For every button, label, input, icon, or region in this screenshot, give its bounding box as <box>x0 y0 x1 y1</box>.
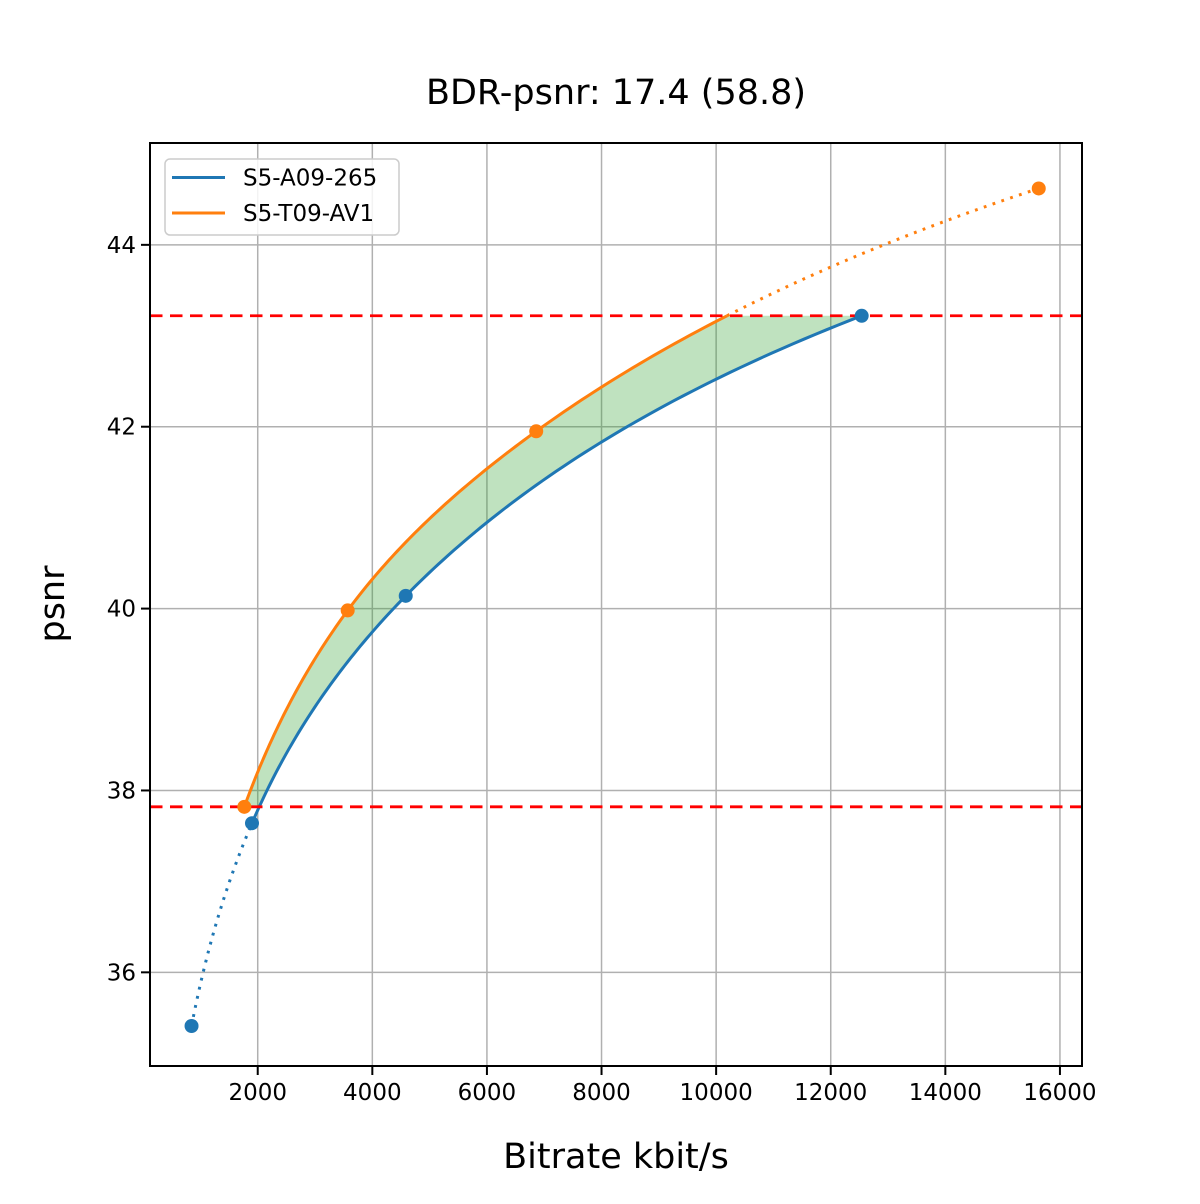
curve-S5-A09-265-dotted <box>190 822 254 1027</box>
legend-entry-s5-t09-av1: S5-T09-AV1 <box>243 201 374 227</box>
x-tick-label: 10000 <box>680 1080 753 1106</box>
x-tick-label: 8000 <box>572 1080 631 1106</box>
plot-border <box>149 142 1083 1067</box>
x-tick-label: 4000 <box>343 1080 402 1106</box>
axis-ticks <box>141 243 1061 1075</box>
data-point-S5-A09-265 <box>184 1018 199 1033</box>
data-point-markers <box>184 181 1046 1033</box>
data-point-S5-A09-265 <box>244 816 259 831</box>
legend: S5-A09-265 S5-T09-AV1 <box>164 158 400 236</box>
data-point-S5-T09-AV1 <box>529 424 544 439</box>
x-tick-label: 6000 <box>458 1080 517 1106</box>
y-tick-label: 40 <box>107 597 136 623</box>
y-tick-label: 36 <box>107 960 136 986</box>
gridlines <box>150 143 1082 1066</box>
data-point-S5-A09-265 <box>398 588 413 603</box>
curve-S5-T09-AV1-solid <box>242 314 728 808</box>
y-tick-labels: 36 38 40 42 44 <box>107 233 136 986</box>
x-axis-label: Bitrate kbit/s <box>503 1137 729 1177</box>
x-tick-label: 14000 <box>909 1080 982 1106</box>
overlap-boundary-lines <box>150 314 1082 809</box>
data-point-S5-A09-265 <box>854 308 869 323</box>
x-tick-label: 16000 <box>1023 1080 1096 1106</box>
curve-S5-T09-AV1-dotted <box>726 187 1040 318</box>
x-tick-label: 2000 <box>228 1080 287 1106</box>
y-tick-label: 42 <box>107 415 136 441</box>
data-point-S5-T09-AV1 <box>1031 181 1046 196</box>
y-axis-label: psnr <box>33 565 73 643</box>
chart-title: BDR-psnr: 17.4 (58.8) <box>426 73 806 113</box>
y-tick-label: 38 <box>107 778 136 804</box>
data-point-S5-T09-AV1 <box>340 603 355 618</box>
legend-entry-s5-a09-265: S5-A09-265 <box>243 166 377 192</box>
x-tick-labels: 2000 4000 6000 8000 10000 12000 14000 16000 <box>228 1080 1096 1106</box>
data-point-S5-T09-AV1 <box>237 799 252 814</box>
x-tick-label: 12000 <box>794 1080 867 1106</box>
y-tick-label: 44 <box>107 233 136 259</box>
